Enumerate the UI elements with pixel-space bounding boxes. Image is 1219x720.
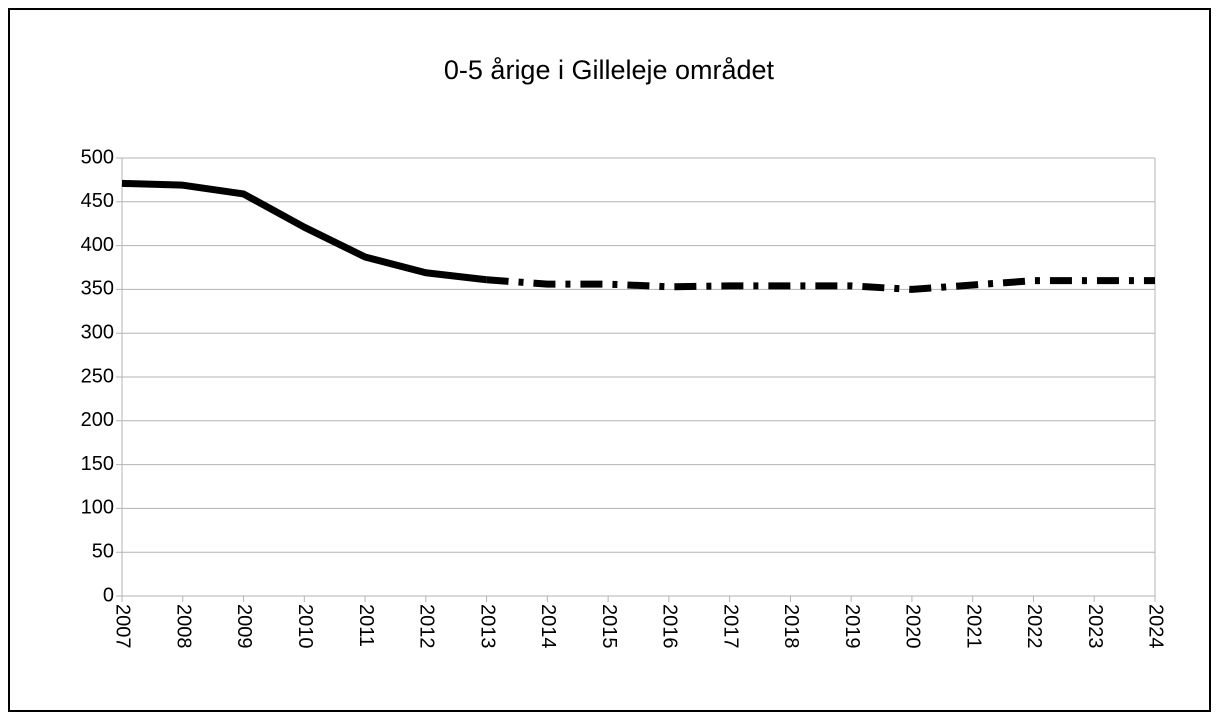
line [486, 276, 1155, 293]
x-tick-label: 2019 [841, 604, 863, 649]
x-tick-label: 2021 [962, 604, 984, 649]
line [121, 179, 487, 284]
chart-title: 0-5 årige i Gilleleje området [444, 55, 775, 85]
y-tick-label: 50 [92, 540, 114, 562]
y-tick-label: 0 [103, 584, 114, 606]
y-tick-label: 500 [81, 146, 114, 168]
y-tick-label: 300 [81, 321, 114, 343]
x-tick-label: 2018 [780, 604, 802, 649]
x-tick-label: 2024 [1145, 604, 1167, 649]
y-tick-label: 250 [81, 365, 114, 387]
x-tick-label: 2008 [172, 604, 194, 649]
x-tick-label: 2015 [598, 604, 620, 649]
y-tick-label: 400 [81, 234, 114, 256]
x-tick-label: 2010 [294, 604, 316, 649]
x-tick-label: 2014 [537, 604, 559, 649]
x-tick-label: 2011 [355, 604, 377, 647]
x-tick-label: 2013 [476, 604, 498, 649]
x-tick-label: 2009 [233, 604, 255, 649]
x-tick-label: 2017 [719, 604, 741, 649]
x-tick-label: 2016 [659, 604, 681, 649]
y-tick-label: 150 [81, 453, 114, 475]
y-tick-label: 100 [81, 497, 114, 519]
y-tick-label: 450 [81, 190, 114, 212]
x-tick-label: 2012 [416, 604, 438, 649]
y-tick-label: 200 [81, 409, 114, 431]
x-tick-label: 2023 [1084, 604, 1106, 649]
x-tick-label: 2020 [902, 604, 924, 649]
frame [8, 8, 1211, 712]
x-tick-label: 2022 [1023, 604, 1045, 649]
y-tick-label: 350 [81, 278, 114, 300]
x-tick-label: 2007 [112, 604, 134, 649]
